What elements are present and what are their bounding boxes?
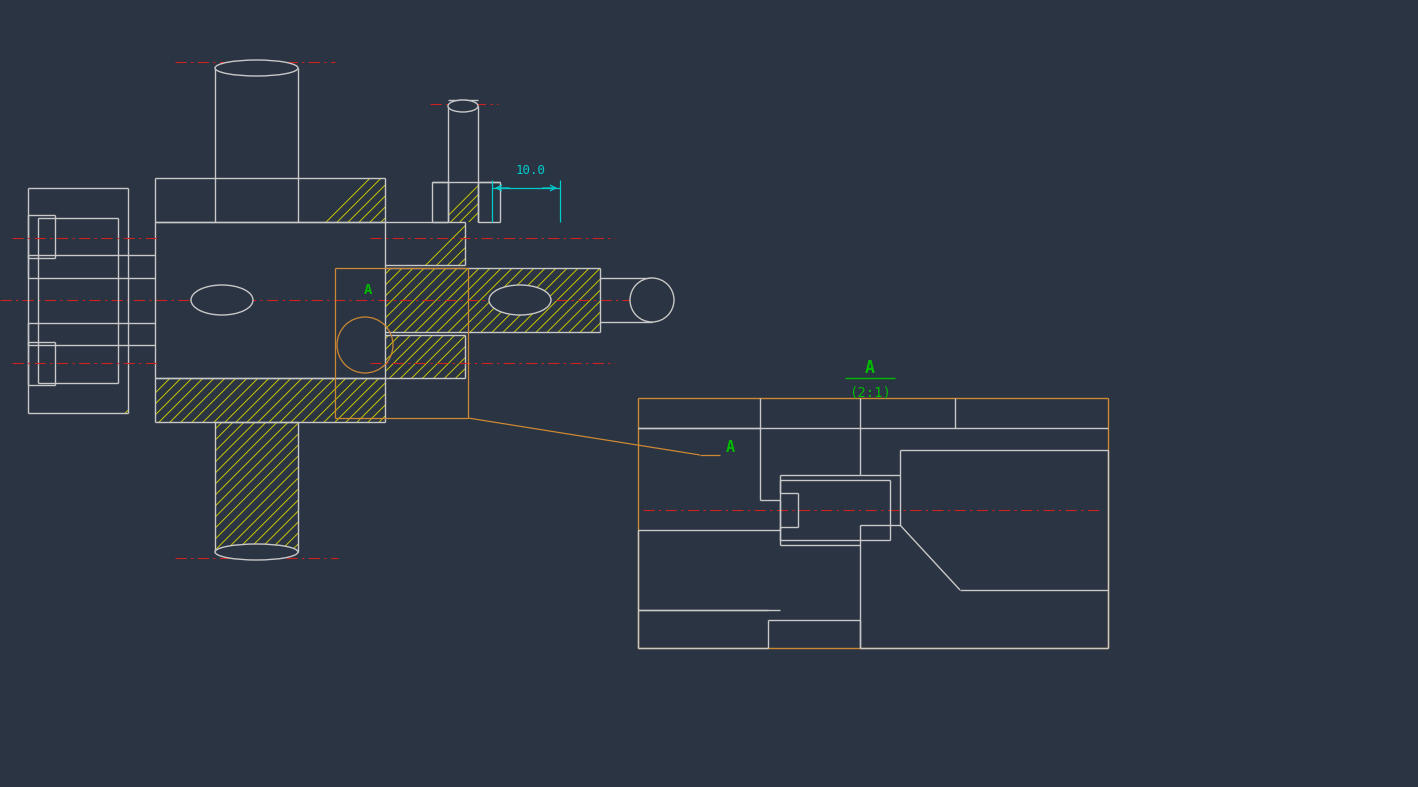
Text: A: A (364, 283, 372, 297)
Ellipse shape (216, 60, 298, 76)
Bar (38, 218, 118, 383)
Ellipse shape (191, 285, 252, 315)
Bar (216, 178, 298, 222)
Text: A: A (865, 359, 875, 377)
Ellipse shape (448, 100, 478, 112)
Ellipse shape (630, 278, 674, 322)
Ellipse shape (216, 544, 298, 560)
Text: (2:1): (2:1) (849, 385, 891, 399)
Text: A: A (726, 439, 735, 455)
Ellipse shape (489, 285, 552, 315)
Text: 10.0: 10.0 (516, 164, 546, 176)
